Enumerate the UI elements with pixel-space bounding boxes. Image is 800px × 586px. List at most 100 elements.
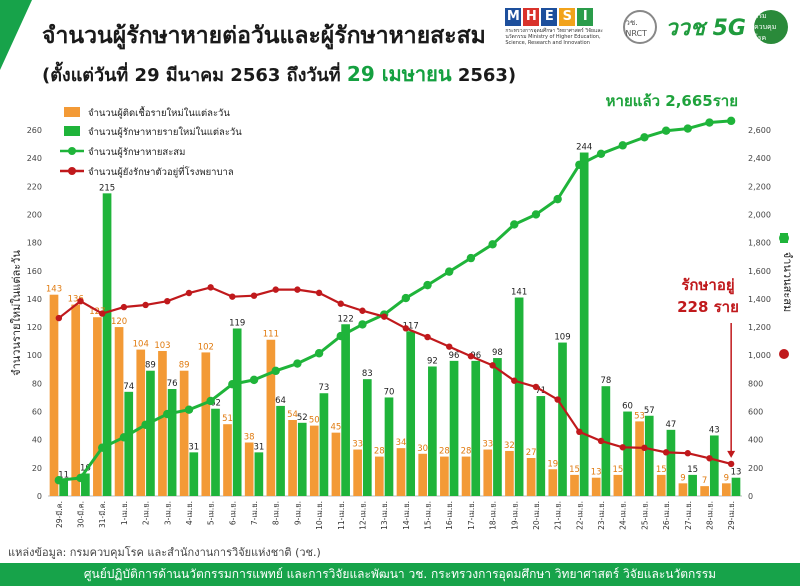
footer-credit: ศูนย์ปฏิบัติการด้านนวัตกรรมการแพทย์ และก… — [83, 567, 717, 581]
bar-new-recovered — [189, 452, 199, 496]
bar-new-case — [374, 456, 384, 496]
point-in-hospital — [359, 307, 366, 314]
y-left-tick-label: 0 — [37, 492, 42, 501]
bar-new-recovered — [341, 324, 350, 496]
point-cumulative-recovered — [423, 280, 432, 290]
bar-new-recovered — [384, 397, 394, 496]
y-right-tick-label: 800 — [748, 379, 763, 388]
y-right-tick-label: 2,200 — [748, 182, 771, 191]
x-tick-label: 22-เม.ย. — [575, 501, 584, 530]
x-tick-label: 9-เม.ย. — [293, 501, 302, 525]
bar-new-case — [49, 294, 59, 496]
bar-new-case — [635, 421, 644, 496]
point-cumulative-recovered — [488, 240, 497, 249]
point-in-hospital — [597, 437, 605, 445]
mhesi-caption: กระทรวงการอุดมศึกษา วิทยาศาสตร์ วิจัยและ… — [505, 28, 603, 46]
point-cumulative-recovered — [98, 443, 107, 452]
bar-new-case — [591, 477, 601, 496]
chart-bars: 143 136 127 120 104 103 89 102 51 38 111 54 50 45 33 28… — [46, 143, 741, 496]
x-tick-label: 15-เม.ย. — [424, 501, 433, 530]
annotation-hospital-line1: รักษาอยู่ — [681, 276, 734, 295]
point-cumulative-recovered — [163, 409, 172, 419]
point-cumulative-recovered — [141, 420, 150, 429]
bar-label-new-case: 27 — [526, 448, 537, 458]
bar-new-recovered — [211, 408, 220, 496]
bar-new-recovered — [644, 415, 654, 496]
bar-label-new-recovered: 78 — [600, 376, 611, 386]
point-cumulative-recovered — [271, 366, 280, 376]
bar-label-new-case: 53 — [634, 411, 645, 421]
y-left-tick-label: 220 — [27, 182, 42, 191]
x-tick-label: 27-เม.ย. — [684, 501, 693, 530]
point-cumulative-recovered — [466, 253, 476, 263]
y-left-tick-label: 100 — [27, 351, 42, 360]
x-tick-label: 7-เม.ย. — [250, 501, 259, 525]
bar-new-case — [288, 419, 297, 496]
bar-label-new-recovered: 73 — [319, 383, 330, 393]
bar-new-recovered — [254, 452, 264, 496]
bar-label-new-recovered: 60 — [622, 402, 633, 412]
bar-label-new-recovered: 74 — [123, 382, 134, 392]
point-in-hospital — [641, 444, 648, 452]
legend-swatch-bar — [64, 107, 80, 117]
bar-label-new-case: 15 — [612, 465, 623, 475]
bar-label-new-case: 89 — [179, 361, 190, 371]
bar-new-recovered — [102, 193, 112, 496]
legend-swatch-dot — [68, 147, 76, 155]
x-tick-label: 20-เม.ย. — [532, 501, 541, 530]
mhesi-letter-h: H — [523, 8, 540, 26]
bar-label-new-case: 19 — [547, 459, 558, 469]
point-cumulative-recovered — [228, 380, 237, 389]
bar-label-new-recovered: 141 — [511, 288, 527, 298]
bar-label-new-recovered: 96 — [449, 351, 460, 361]
point-cumulative-recovered — [184, 405, 194, 414]
point-cumulative-recovered — [206, 396, 215, 406]
x-tick-label: 24-เม.ย. — [619, 501, 628, 530]
bar-new-case — [418, 453, 428, 496]
legend-label: จำนวนผู้ยังรักษาตัวอยู่ที่โรงพยาบาล — [88, 165, 234, 178]
bar-new-recovered — [124, 391, 134, 496]
bar-new-recovered — [709, 435, 719, 496]
bar-label-new-case: 143 — [46, 285, 62, 295]
point-in-hospital — [142, 301, 149, 309]
y-left-tick-label: 180 — [27, 239, 42, 248]
x-tick-label: 11-เม.ย. — [337, 501, 346, 530]
mhesi-letter-i: I — [577, 8, 594, 26]
bar-label-new-recovered: 96 — [470, 351, 481, 361]
point-in-hospital — [467, 353, 475, 360]
point-in-hospital — [532, 383, 540, 391]
bar-new-case — [353, 449, 362, 496]
bar-label-new-case: 102 — [198, 342, 214, 352]
point-cumulative-recovered — [358, 320, 367, 329]
legend-swatch-bar — [64, 126, 80, 136]
corner-accent — [0, 0, 32, 70]
point-in-hospital — [402, 325, 410, 332]
bar-new-case — [396, 448, 406, 496]
y-left-tick-label: 140 — [27, 295, 42, 304]
bar-new-case — [483, 449, 493, 496]
bar-label-new-recovered: 64 — [275, 396, 286, 406]
point-cumulative-recovered — [661, 126, 671, 135]
bar-label-new-case: 51 — [222, 414, 233, 424]
point-in-hospital — [99, 310, 106, 317]
bar-new-recovered — [319, 393, 329, 496]
bar-new-recovered — [666, 429, 676, 496]
x-tick-label: 4-เม.ย. — [185, 501, 194, 525]
subtitle-suffix: 2563) — [457, 65, 517, 86]
bar-new-case — [505, 450, 514, 496]
point-cumulative-recovered — [336, 331, 345, 341]
legend-label: จำนวนผู้ติดเชื้อรายใหม่ในแต่ละวัน — [88, 106, 230, 119]
bar-new-case — [613, 474, 623, 496]
mhesi-letter-s: S — [559, 8, 576, 26]
point-in-hospital — [446, 343, 453, 350]
bar-label-new-recovered: 117 — [403, 321, 419, 331]
right-axis-green-dot — [779, 233, 789, 243]
point-cumulative-recovered — [249, 375, 259, 385]
point-in-hospital — [185, 289, 193, 297]
y-left-axis-title: จำนวนรายใหม่ในแต่ละวัน — [10, 250, 23, 376]
bar-label-new-recovered: 15 — [687, 465, 698, 475]
y-right-tick-label: 1,200 — [748, 323, 771, 332]
point-in-hospital — [250, 292, 258, 299]
